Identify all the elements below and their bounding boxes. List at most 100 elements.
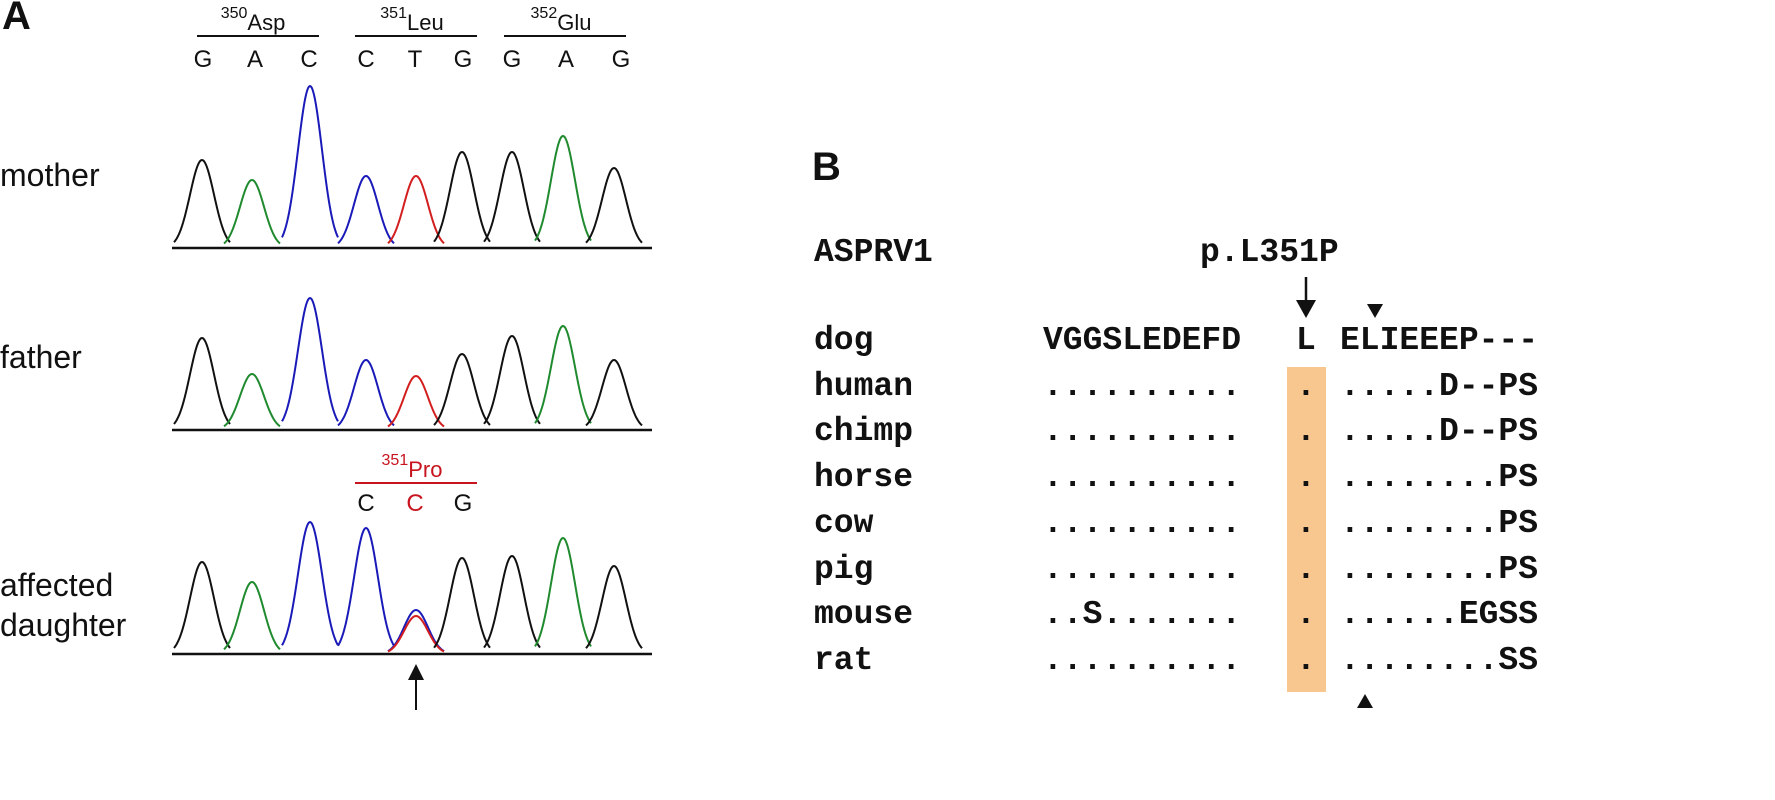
trace-label-mother: mother xyxy=(0,157,100,193)
base-8: A xyxy=(557,46,574,73)
alignment-left-segment: .......... xyxy=(1043,368,1242,405)
species-label: chimp xyxy=(814,413,914,450)
base-1: G xyxy=(193,46,213,73)
gene-name: ASPRV1 xyxy=(814,234,933,271)
alignment-site: . xyxy=(1296,505,1316,542)
trace-peak-green xyxy=(534,134,592,242)
codon-number: 351 xyxy=(380,5,407,22)
species-label: human xyxy=(814,368,914,405)
alignment-site: . xyxy=(1296,596,1316,633)
trace-peak-black xyxy=(483,150,541,243)
triangle-marker-top xyxy=(1367,304,1383,318)
base-2: A xyxy=(246,46,263,73)
codon-351-label: 351Leu xyxy=(357,5,467,36)
trace-peak-black xyxy=(173,560,231,649)
alignment-site: . xyxy=(1296,642,1316,679)
mutation-arrow-b-head xyxy=(1296,300,1316,318)
mutant-base-2: C xyxy=(406,490,424,517)
alignment-site: . xyxy=(1296,459,1316,496)
alignment-left-segment: .......... xyxy=(1043,413,1242,450)
trace-peak-red xyxy=(387,174,445,245)
trace-peak-black xyxy=(433,556,491,649)
alignment-left-segment: ..S....... xyxy=(1043,596,1242,633)
trace-peak-blue xyxy=(281,520,339,646)
codon-name: Leu xyxy=(406,10,444,36)
alignment-left-segment: .......... xyxy=(1043,551,1242,588)
trace-peak-black xyxy=(433,150,491,243)
alignment-left-segment: .......... xyxy=(1043,642,1242,679)
codon-number: 350 xyxy=(220,5,248,22)
trace-peak-green xyxy=(534,536,592,647)
alignment-right-segment: ........PS xyxy=(1340,551,1539,588)
species-label: horse xyxy=(814,459,914,496)
trace-peak-blue xyxy=(387,608,445,652)
alignment-left-segment: VGGSLEDEFD xyxy=(1043,322,1242,359)
base-7: G xyxy=(502,46,522,73)
trace-peak-green xyxy=(223,372,281,428)
codon-name: Asp xyxy=(247,10,286,36)
alignment-site: . xyxy=(1296,368,1316,405)
mutant-codon-number: 351 xyxy=(381,452,409,469)
base-9: G xyxy=(611,46,631,73)
species-label: rat xyxy=(814,642,874,679)
chromatogram-traces xyxy=(172,84,652,656)
alignment-right-segment: ......EGSS xyxy=(1340,596,1539,633)
alignment-right-segment: ........PS xyxy=(1340,459,1539,496)
trace-peak-black xyxy=(483,334,541,425)
trace-peak-green xyxy=(534,324,592,424)
mutant-codon-label: 351Pro xyxy=(357,452,467,483)
base-4: C xyxy=(357,46,375,73)
trace-label-affected: affected xyxy=(0,567,114,603)
trace-peak-blue xyxy=(281,84,339,238)
codon-351-underline xyxy=(355,35,477,37)
trace-peak-blue xyxy=(337,526,395,647)
codon-352-underline xyxy=(504,35,626,37)
codon-350-underline xyxy=(197,35,319,37)
mutant-base-1: C xyxy=(357,490,375,517)
species-label: dog xyxy=(814,322,874,359)
base-6: G xyxy=(453,46,473,73)
mutant-codon-underline xyxy=(355,482,477,484)
alignment-left-segment: .......... xyxy=(1043,459,1242,496)
trace-peak-blue xyxy=(281,296,339,422)
species-label: mouse xyxy=(814,596,914,633)
alignment-right-segment: ........SS xyxy=(1340,642,1539,679)
trace-label-daughter: daughter xyxy=(0,607,127,643)
mutation-arrow-a-head xyxy=(408,664,424,680)
panel-a-label: A xyxy=(2,0,31,38)
base-5: T xyxy=(407,46,423,73)
trace-peak-black xyxy=(585,358,643,427)
trace-peak-green xyxy=(223,178,281,245)
mutant-codon-name: Pro xyxy=(408,457,443,483)
trace-peak-black xyxy=(173,158,231,243)
alignment-site: L xyxy=(1296,322,1316,359)
species-label: cow xyxy=(814,505,874,542)
codon-352-label: 352Glu xyxy=(506,5,616,36)
trace-peak-red xyxy=(387,374,445,428)
trace-peak-blue xyxy=(337,174,395,245)
arrows xyxy=(408,277,1383,710)
codon-name: Glu xyxy=(557,10,592,36)
alignment-site: . xyxy=(1296,551,1316,588)
species-label: pig xyxy=(814,551,874,588)
mutant-base-3: G xyxy=(453,490,473,517)
trace-peak-red xyxy=(387,614,445,653)
alignment-right-segment: ELIEEEP--- xyxy=(1340,322,1539,359)
alignment-site: . xyxy=(1296,413,1316,450)
trace-peak-black xyxy=(585,166,643,244)
trace-peak-blue xyxy=(337,358,395,427)
conserved-site-highlight xyxy=(1287,367,1326,692)
alignment-left-segment: .......... xyxy=(1043,505,1242,542)
alignment-right-segment: .....D--PS xyxy=(1340,368,1539,405)
trace-peak-green xyxy=(223,580,281,651)
mutation-name: p.L351P xyxy=(1200,234,1339,271)
alignment-right-segment: ........PS xyxy=(1340,505,1539,542)
trace-peak-black xyxy=(585,564,643,649)
alignment-right-segment: .....D--PS xyxy=(1340,413,1539,450)
panel-b-label: B xyxy=(812,145,841,189)
base-3: C xyxy=(300,46,318,73)
codon-number: 352 xyxy=(530,5,558,22)
trace-peak-black xyxy=(483,554,541,649)
trace-peak-black xyxy=(433,352,491,426)
